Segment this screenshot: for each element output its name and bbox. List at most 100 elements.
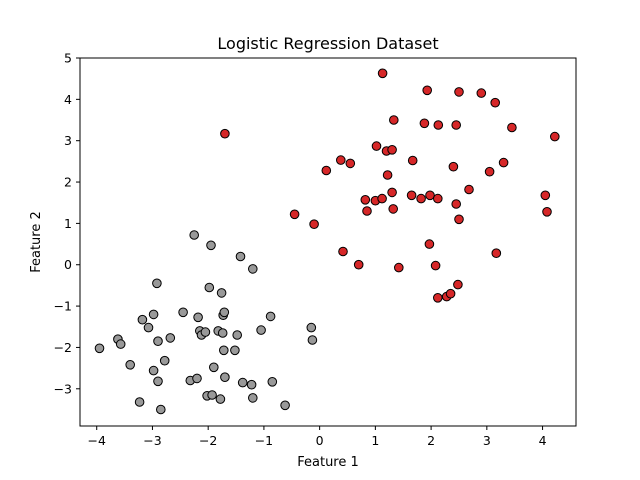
data-point xyxy=(433,293,443,303)
data-point xyxy=(433,193,443,204)
x-tick-label: 2 xyxy=(427,433,435,448)
data-point xyxy=(230,345,240,356)
data-point xyxy=(148,365,159,376)
x-tick-label: −3 xyxy=(143,433,161,448)
y-tick-label: 4 xyxy=(64,92,72,107)
data-point xyxy=(491,248,502,258)
data-point xyxy=(454,214,464,225)
x-tick-label: 4 xyxy=(539,433,547,448)
data-point xyxy=(134,397,145,407)
data-point xyxy=(219,307,230,318)
data-point xyxy=(206,240,216,251)
data-point xyxy=(152,278,162,289)
data-point xyxy=(550,131,560,142)
data-point xyxy=(220,128,230,139)
data-point xyxy=(217,328,228,338)
x-tick-label: −4 xyxy=(88,433,106,448)
data-point xyxy=(178,307,188,318)
data-point xyxy=(153,336,163,347)
data-point xyxy=(387,187,397,198)
data-point xyxy=(540,190,551,201)
data-point xyxy=(422,85,433,96)
data-point xyxy=(148,309,159,320)
data-point xyxy=(454,87,464,97)
data-point xyxy=(193,312,203,323)
data-point xyxy=(388,204,399,214)
data-point xyxy=(204,282,215,293)
data-point xyxy=(137,314,148,325)
data-point xyxy=(192,373,202,384)
data-point xyxy=(336,155,346,165)
data-point xyxy=(416,193,426,204)
data-point xyxy=(360,195,371,205)
data-point xyxy=(156,404,166,415)
y-tick-label: −2 xyxy=(54,340,72,355)
y-tick-label: −1 xyxy=(54,299,72,314)
data-point xyxy=(306,322,317,333)
y-axis-title: Feature 2 xyxy=(29,211,44,273)
data-point xyxy=(235,251,246,262)
data-point xyxy=(451,199,462,209)
data-point xyxy=(448,161,459,172)
data-point xyxy=(377,193,387,204)
x-tick-label: −1 xyxy=(255,433,273,448)
data-point xyxy=(433,120,444,130)
data-point xyxy=(406,190,417,201)
data-point xyxy=(307,335,318,345)
data-point xyxy=(207,390,217,400)
x-axis-title: Feature 1 xyxy=(297,455,359,470)
y-tick-label: 5 xyxy=(64,51,72,66)
data-point xyxy=(321,165,332,176)
data-point xyxy=(309,219,319,229)
data-point xyxy=(256,325,266,335)
data-point xyxy=(484,166,495,177)
y-tick-label: 3 xyxy=(64,133,72,148)
data-point xyxy=(507,122,517,133)
data-point xyxy=(289,209,300,220)
chart-title: Logistic Regression Dataset xyxy=(217,34,438,53)
data-point xyxy=(430,260,441,271)
data-point xyxy=(407,155,418,166)
data-point xyxy=(387,145,397,155)
data-point xyxy=(125,360,135,370)
data-point xyxy=(143,322,154,333)
data-point xyxy=(232,330,242,340)
y-tick-label: 1 xyxy=(64,216,72,231)
x-axis: −4 −3 −2 −1 0 1 2 3 4 xyxy=(88,426,547,448)
data-point xyxy=(209,362,219,373)
data-point xyxy=(425,190,435,201)
data-point xyxy=(248,393,258,403)
x-tick-label: 3 xyxy=(483,433,491,448)
data-point xyxy=(419,118,430,129)
data-point xyxy=(353,259,364,270)
data-point xyxy=(189,230,199,240)
data-point xyxy=(382,170,393,180)
data-point xyxy=(280,400,290,411)
data-point xyxy=(115,339,126,349)
data-point xyxy=(219,345,229,356)
data-point xyxy=(451,120,462,130)
data-point xyxy=(215,394,226,404)
data-point xyxy=(338,246,348,257)
data-point xyxy=(424,239,435,249)
data-point xyxy=(490,97,501,108)
data-point xyxy=(464,184,474,195)
x-tick-label: 1 xyxy=(371,433,379,448)
y-tick-label: 2 xyxy=(64,175,72,190)
data-point xyxy=(265,311,276,322)
y-tick-label: 0 xyxy=(64,257,72,272)
points-layer xyxy=(94,68,560,415)
data-point xyxy=(362,206,372,216)
y-tick-label: −3 xyxy=(54,381,72,396)
data-point xyxy=(153,376,163,387)
data-point xyxy=(345,158,356,169)
data-point xyxy=(498,157,509,168)
data-point xyxy=(476,88,487,98)
data-point xyxy=(94,343,105,354)
data-point xyxy=(237,377,248,388)
data-point xyxy=(371,141,382,151)
x-tick-label: −2 xyxy=(199,433,217,448)
data-point xyxy=(246,379,257,390)
data-point xyxy=(542,207,552,217)
